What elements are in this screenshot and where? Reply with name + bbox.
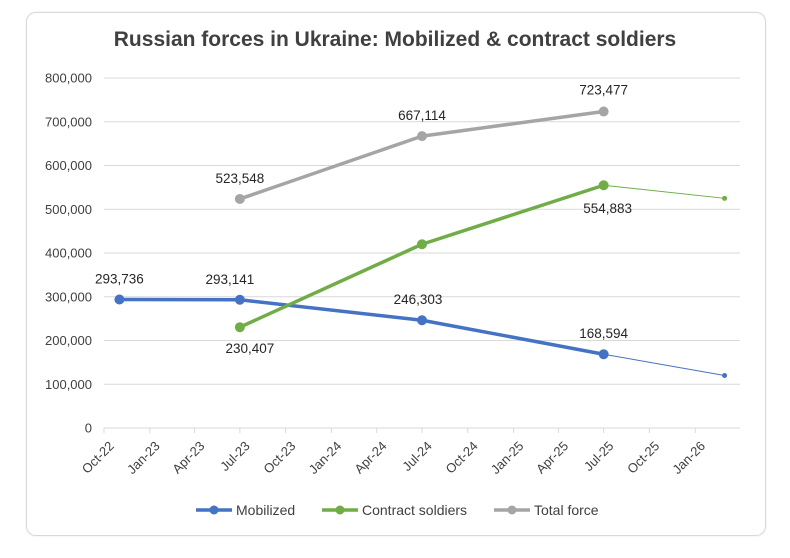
x-tick-label: Jul-25 — [581, 438, 617, 474]
series-points — [114, 106, 609, 360]
legend-marker — [209, 505, 219, 515]
chart-title: Russian forces in Ukraine: Mobilized & c… — [113, 28, 677, 51]
data-labels: 293,736 293,141 246,303 168,594 230,407 554,8… — [95, 82, 632, 356]
x-tick-label: Jan-24 — [306, 438, 345, 477]
x-axis-ticks: Oct-22 Jan-23 Apr-23 Jul-23 Oct-23 Jan-24 Apr-… — [79, 438, 708, 477]
series-lines — [117, 109, 606, 356]
data-point — [234, 294, 245, 305]
data-label: 293,141 — [205, 272, 254, 287]
data-point — [234, 193, 245, 204]
y-tick-label: 600,000 — [45, 158, 92, 173]
x-tick-label: Apr-24 — [351, 438, 389, 476]
trend-endpoint — [722, 195, 728, 201]
trend-lines — [603, 184, 728, 378]
legend-label: Mobilized — [236, 502, 295, 518]
gridlines — [103, 77, 740, 433]
x-tick-label: Jan-25 — [488, 438, 527, 477]
data-point — [417, 131, 427, 142]
data-label: 523,548 — [215, 171, 264, 186]
data-label: 554,883 — [583, 201, 632, 216]
y-tick-label: 400,000 — [45, 246, 92, 261]
data-point — [598, 180, 609, 191]
y-tick-label: 0 — [85, 421, 92, 436]
x-tick-label: Oct-23 — [260, 438, 298, 476]
data-label: 667,114 — [398, 108, 446, 123]
x-tick-label: Oct-25 — [624, 438, 662, 476]
legend-label: Total force — [534, 502, 599, 518]
y-tick-label: 300,000 — [45, 289, 92, 304]
chart-card — [26, 12, 766, 536]
x-tick-label: Jul-24 — [399, 438, 435, 474]
series-line — [117, 297, 606, 356]
y-axis-ticks: 0 100,000 200,000 300,000 400,000 500,000 600,… — [45, 71, 92, 436]
x-tick-label: Apr-25 — [533, 438, 571, 476]
y-tick-label: 700,000 — [45, 114, 92, 129]
series-line — [238, 109, 606, 201]
data-label: 723,477 — [579, 82, 628, 97]
legend-marker — [335, 505, 345, 515]
data-point — [234, 322, 245, 333]
x-tick-label: Apr-23 — [169, 438, 207, 476]
x-tick-label: Oct-22 — [79, 438, 117, 476]
y-tick-label: 500,000 — [45, 202, 92, 217]
data-label: 293,736 — [95, 271, 144, 286]
x-tick-label: Jan-23 — [124, 438, 163, 477]
y-tick-label: 800,000 — [45, 71, 92, 86]
trend-line — [603, 353, 725, 376]
x-tick-label: Jan-26 — [669, 438, 708, 477]
data-point — [598, 106, 609, 117]
x-tick-label: Jul-23 — [217, 438, 253, 474]
legend: Mobilized Contract soldiers Total force — [196, 502, 599, 518]
y-tick-label: 100,000 — [45, 377, 92, 392]
data-label: 168,594 — [579, 326, 628, 341]
data-label: 246,303 — [394, 292, 443, 307]
legend-marker — [507, 505, 517, 515]
data-point — [417, 315, 427, 326]
trend-line — [603, 184, 725, 199]
data-label: 230,407 — [225, 341, 274, 356]
trend-endpoint — [722, 373, 728, 378]
legend-label: Contract soldiers — [362, 502, 467, 518]
data-point — [598, 349, 609, 360]
x-tick-label: Oct-24 — [442, 438, 480, 476]
y-tick-label: 200,000 — [45, 333, 92, 348]
data-point — [417, 239, 427, 250]
data-point — [114, 294, 125, 305]
